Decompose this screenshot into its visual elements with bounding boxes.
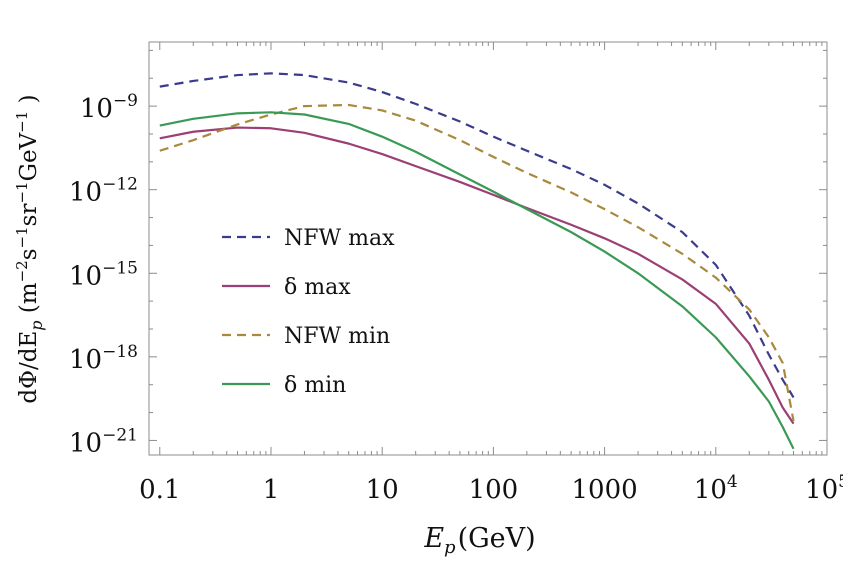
y-tick-labels: 10−21 10−18 10−15 10−12 10−9	[69, 91, 138, 458]
series-line--min	[159, 111, 795, 450]
legend-label: δ min	[284, 373, 346, 398]
y-tick-label: 10−12	[69, 175, 138, 208]
axis-ticks	[149, 42, 828, 455]
y-tick-label: 10−9	[80, 91, 138, 124]
plot-frame	[148, 41, 828, 456]
series-line-nfw-min	[159, 103, 795, 422]
x-tick-label: 100	[469, 475, 519, 505]
y-tick-label: 10−18	[69, 342, 138, 375]
legend-label: NFW min	[284, 324, 390, 349]
x-tick-label: 10	[366, 475, 399, 505]
series-line-nfw-max	[159, 72, 795, 398]
legend: NFW max δ max NFW min δ min	[222, 226, 395, 398]
x-tick-labels: 0.1 1 10 100 1000 104 105	[139, 472, 843, 505]
legend-label: δ max	[284, 275, 351, 300]
x-tick-label: 105	[805, 472, 843, 505]
series-line--max	[159, 126, 795, 425]
x-tick-label: 0.1	[139, 475, 180, 505]
series-lines	[159, 72, 795, 450]
legend-label: NFW max	[284, 226, 395, 251]
y-tick-label: 10−21	[69, 425, 138, 458]
x-tick-label: 1000	[572, 475, 638, 505]
x-tick-label: 1	[263, 475, 280, 505]
x-tick-label: 104	[694, 472, 738, 505]
y-tick-label: 10−15	[69, 258, 138, 291]
y-axis-title: dΦ/dEp (m−2s−1sr−1GeV−1 )	[13, 94, 46, 403]
x-axis-title: Ep(GeV)	[423, 523, 535, 558]
